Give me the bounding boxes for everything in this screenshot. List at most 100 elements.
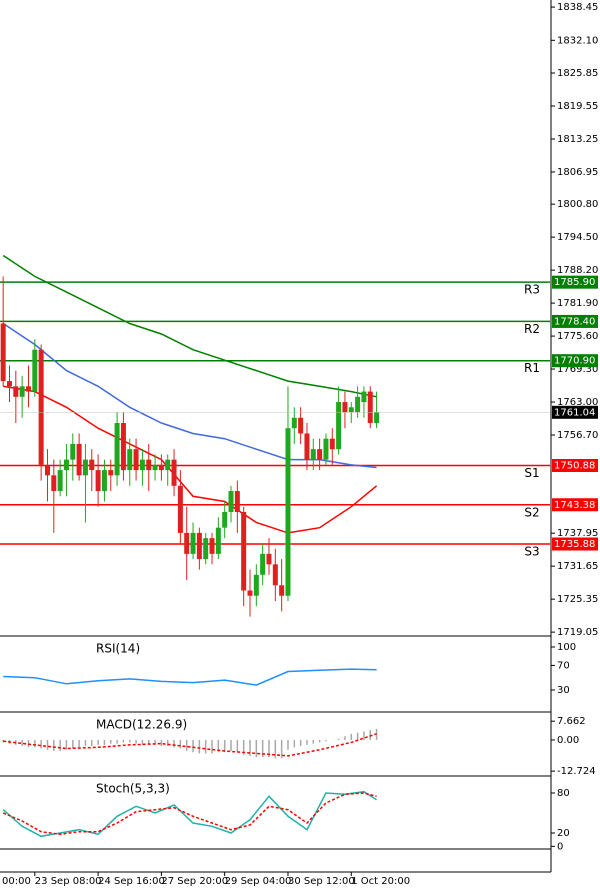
candle-body bbox=[177, 485, 183, 533]
candle-body bbox=[6, 381, 12, 387]
y-tick-label: 30 bbox=[557, 685, 570, 696]
candle-body bbox=[323, 438, 329, 460]
y-tick-label: 1788.20 bbox=[557, 265, 598, 276]
level-price: 1785.90 bbox=[554, 277, 595, 288]
candle-body bbox=[348, 407, 354, 413]
y-tick-label: 1813.25 bbox=[557, 134, 598, 145]
y-tick-label: 70 bbox=[557, 660, 570, 671]
y-tick-label: 1825.85 bbox=[557, 68, 598, 79]
level-name: S2 bbox=[524, 505, 539, 519]
level-price: 1778.40 bbox=[554, 316, 595, 327]
candle-body bbox=[0, 323, 6, 382]
candle-body bbox=[158, 464, 164, 471]
candle-body bbox=[19, 386, 25, 397]
candle-body bbox=[291, 417, 297, 429]
moving-average bbox=[3, 385, 378, 534]
x-tick-label: 24 Sep 16:00 bbox=[98, 876, 165, 887]
candle-body bbox=[108, 470, 114, 476]
y-tick-label: 0.00 bbox=[557, 735, 579, 746]
candle-body bbox=[120, 422, 126, 471]
candle-body bbox=[310, 449, 316, 460]
candle-body bbox=[70, 443, 76, 460]
candle-body bbox=[367, 391, 373, 423]
level-price-box bbox=[552, 537, 598, 551]
y-tick-label: 1794.50 bbox=[557, 232, 598, 243]
candle-body bbox=[342, 402, 348, 413]
candle-body bbox=[209, 538, 215, 554]
candle-body bbox=[329, 438, 335, 450]
candle-body bbox=[234, 491, 240, 512]
y-tick-label: 1819.55 bbox=[557, 101, 598, 112]
last-price-box bbox=[552, 405, 598, 419]
y-tick-label: 1806.95 bbox=[557, 167, 598, 178]
indicator-title: MACD(12.26.9) bbox=[96, 718, 187, 732]
candle-body bbox=[57, 470, 63, 492]
candle-body bbox=[146, 459, 152, 471]
moving-average bbox=[2, 322, 377, 469]
indicator-line bbox=[2, 792, 377, 836]
candle-body bbox=[317, 449, 323, 460]
indicator-title: Stoch(5,3,3) bbox=[96, 782, 170, 796]
indicator-line bbox=[3, 668, 377, 686]
last-price: 1761.04 bbox=[554, 407, 595, 418]
y-tick-label: 100 bbox=[557, 642, 576, 653]
y-tick-label: 80 bbox=[557, 788, 570, 799]
level-name: R1 bbox=[524, 361, 540, 375]
candle-body bbox=[171, 459, 177, 486]
x-tick-label: 00:00 bbox=[2, 876, 31, 887]
candle-body bbox=[355, 396, 361, 413]
candle-body bbox=[260, 553, 266, 575]
y-tick-label: 1775.60 bbox=[557, 331, 598, 342]
y-tick-label: 1719.05 bbox=[557, 627, 598, 638]
candle-body bbox=[241, 511, 247, 591]
candle-body bbox=[228, 491, 234, 512]
candle-body bbox=[215, 527, 221, 554]
y-tick-label: 7.662 bbox=[557, 716, 586, 727]
level-name: R3 bbox=[524, 283, 540, 297]
candle-body bbox=[184, 532, 190, 554]
candle-body bbox=[139, 459, 145, 471]
candle-body bbox=[95, 470, 101, 492]
y-tick-label: 1737.95 bbox=[557, 528, 598, 539]
indicator-title: RSI(14) bbox=[96, 642, 140, 656]
candle-body bbox=[63, 459, 69, 471]
level-price-box bbox=[552, 275, 598, 289]
candle-body bbox=[44, 464, 50, 476]
x-tick-label: 23 Sep 08:00 bbox=[35, 876, 102, 887]
level-price: 1743.38 bbox=[554, 500, 595, 511]
level-price-box bbox=[552, 458, 598, 472]
y-tick-label: 1800.80 bbox=[557, 199, 598, 210]
level-name: S3 bbox=[524, 545, 539, 559]
candle-body bbox=[374, 412, 380, 423]
level-name: R2 bbox=[524, 322, 540, 336]
y-tick-label: 20 bbox=[557, 828, 570, 839]
candle-body bbox=[285, 428, 291, 596]
candle-body bbox=[152, 464, 158, 471]
level-name: S1 bbox=[524, 466, 539, 480]
level-price: 1750.88 bbox=[554, 460, 595, 471]
candle-body bbox=[13, 386, 19, 397]
candle-body bbox=[361, 391, 367, 403]
candle-body bbox=[82, 459, 88, 476]
level-price-box bbox=[552, 314, 598, 328]
candle-body bbox=[127, 449, 133, 471]
candle-body bbox=[196, 532, 202, 560]
y-tick-label: 1838.45 bbox=[557, 2, 598, 13]
level-price-box bbox=[552, 354, 598, 368]
candle-body bbox=[279, 585, 285, 596]
y-tick-label: 1769.30 bbox=[557, 364, 598, 375]
candle-body bbox=[190, 532, 196, 554]
candle-body bbox=[38, 349, 44, 465]
candle-body bbox=[298, 417, 304, 434]
candle-body bbox=[203, 538, 209, 560]
level-price: 1770.90 bbox=[554, 356, 595, 367]
candle-body bbox=[89, 459, 95, 471]
indicator-line bbox=[2, 790, 377, 838]
candle-body bbox=[272, 564, 278, 586]
y-tick-label: 1756.70 bbox=[557, 430, 598, 441]
candle-body bbox=[336, 402, 342, 450]
candle-body bbox=[32, 349, 38, 392]
x-tick-label: 30 Sep 12:00 bbox=[288, 876, 355, 887]
x-tick-label: 27 Sep 20:00 bbox=[161, 876, 228, 887]
